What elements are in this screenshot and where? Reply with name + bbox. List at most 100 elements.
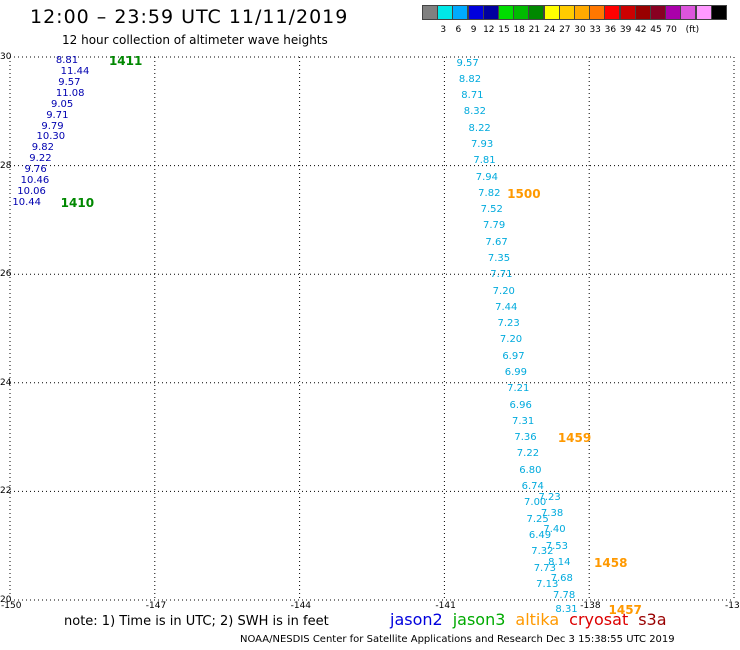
wave-height-label: 7.23 — [497, 318, 520, 330]
scale-label: 45 — [650, 25, 662, 35]
wave-height-label: 7.13 — [536, 578, 559, 590]
scale-swatch — [680, 5, 697, 20]
scale-label: 21 — [528, 25, 541, 35]
wave-height-label: 8.32 — [463, 106, 486, 118]
map-plot: -150 -147 -144 -141 -138 -135 30 28 26 24 22 20 8.81… — [0, 52, 740, 616]
scale-label: 42 — [635, 25, 647, 35]
wave-height-label: 7.23 — [538, 491, 561, 503]
time-stamp-label: 1411 — [108, 54, 143, 69]
legend-item-jason2: jason2 — [390, 610, 443, 629]
scale-label: 15 — [498, 25, 510, 35]
scale-swatch — [513, 5, 530, 20]
scale-swatch — [574, 5, 590, 20]
wave-height-label: 9.57 — [456, 57, 479, 69]
y-tick-label: 30 — [0, 52, 12, 62]
wave-height-label: 6.80 — [519, 464, 542, 476]
wave-height-label: 9.22 — [29, 153, 52, 165]
wave-height-label: 8.82 — [458, 73, 482, 85]
wave-height-label: 10.06 — [17, 185, 46, 197]
wave-height-label: 9.71 — [46, 109, 69, 121]
scale-label: 27 — [559, 25, 571, 35]
legend-item-jason3: jason3 — [452, 610, 506, 629]
satellite-legend: jason2 jason3 altika cryosat s3a — [390, 610, 677, 629]
scale-swatch — [482, 5, 499, 20]
scale-swatch — [498, 5, 514, 20]
scale-label: 24 — [543, 25, 556, 35]
time-stamp-label: 1458 — [594, 556, 628, 571]
wave-height-label: 7.94 — [475, 171, 499, 183]
wave-height-label: 8.81 — [55, 55, 79, 67]
y-tick-label: 20 — [0, 595, 12, 605]
wave-height-label: 6.99 — [504, 367, 527, 379]
wave-height-label: 9.05 — [51, 98, 74, 110]
scale-swatch — [589, 5, 606, 20]
wave-height-label: 7.67 — [485, 236, 508, 248]
scale-label: 3 — [440, 25, 447, 35]
wave-height-label: 7.53 — [545, 540, 569, 552]
wave-height-label: 8.71 — [461, 90, 484, 102]
legend-item-s3a: s3a — [638, 610, 667, 629]
wave-height-label: 9.76 — [24, 163, 47, 175]
scale-swatch — [619, 5, 636, 20]
wave-height-label: 9.57 — [58, 77, 81, 89]
legend-item-altika: altika — [515, 610, 560, 629]
scale-label: 12 — [483, 25, 495, 35]
scale-swatch — [422, 5, 438, 20]
y-tick-label: 26 — [0, 269, 12, 280]
scale-label: 39 — [619, 25, 632, 35]
wave-height-label: 7.22 — [516, 448, 540, 460]
scale-swatch — [558, 5, 575, 20]
scale-swatch — [437, 5, 454, 20]
wave-height-label: 7.40 — [543, 524, 566, 536]
legend-item-cryosat: cryosat — [569, 610, 629, 629]
wave-height-label: 10.30 — [36, 131, 66, 143]
wave-height-label: 7.82 — [478, 187, 501, 199]
scale-label: 9 — [470, 25, 477, 35]
time-stamp-label: 1457 — [608, 602, 642, 617]
map-grid — [9, 56, 735, 601]
wave-height-label: 7.21 — [507, 383, 530, 395]
x-tick-label: -138 — [580, 601, 601, 611]
wave-height-label: 9.79 — [41, 120, 64, 132]
scale-label: 18 — [513, 25, 525, 35]
wave-height-label: 7.44 — [495, 301, 518, 313]
x-tick-label: -147 — [145, 601, 167, 611]
scale-label: (ft) — [685, 25, 700, 35]
wave-height-label: 9.82 — [31, 142, 54, 154]
x-tick-label: -144 — [290, 601, 312, 611]
y-tick-label: 24 — [0, 377, 12, 388]
scale-swatch — [665, 5, 682, 20]
y-tick-label: 28 — [0, 160, 12, 171]
scale-swatch — [695, 5, 712, 20]
wave-height-label: 7.79 — [483, 220, 506, 232]
footer-credit: NOAA/NESDIS Center for Satellite Applica… — [240, 634, 675, 645]
wave-height-label: 7.71 — [490, 269, 513, 281]
x-tick-label: -150 — [1, 601, 22, 611]
wave-height-label: 10.44 — [12, 196, 42, 208]
wave-height-label: 7.68 — [550, 573, 573, 585]
scale-swatch — [604, 5, 621, 20]
wave-height-label: 10.46 — [20, 174, 50, 186]
wave-height-label: 7.20 — [492, 285, 515, 297]
wave-height-label: 6.97 — [502, 350, 525, 362]
wave-height-label: 6.74 — [521, 481, 544, 493]
wave-height-label: 7.31 — [511, 415, 535, 427]
page-title: 12:00 – 23:59 UTC 11/11/2019 — [30, 6, 349, 28]
wave-height-label: 7.78 — [553, 589, 576, 601]
wave-height-label: 8.22 — [468, 122, 491, 134]
time-stamp-label: 1410 — [60, 195, 95, 210]
wave-height-label: 11.08 — [55, 87, 85, 99]
scale-label: 33 — [589, 25, 601, 35]
scale-swatch — [528, 5, 545, 20]
footer-note: note: 1) Time is in UTC; 2) SWH is in fe… — [64, 614, 329, 629]
scale-swatch — [650, 5, 666, 20]
wave-height-label: 7.36 — [514, 432, 537, 444]
wave-height-label: 7.81 — [473, 155, 496, 167]
wave-height-label: 7.32 — [531, 546, 554, 558]
y-tick-label: 22 — [0, 486, 12, 497]
page-subtitle: 12 hour collection of altimeter wave hei… — [62, 33, 328, 47]
scale-swatch — [452, 5, 469, 20]
scale-label: 36 — [604, 25, 617, 35]
wave-height-label: 6.96 — [509, 399, 532, 411]
time-stamp-label: 1459 — [557, 431, 592, 446]
